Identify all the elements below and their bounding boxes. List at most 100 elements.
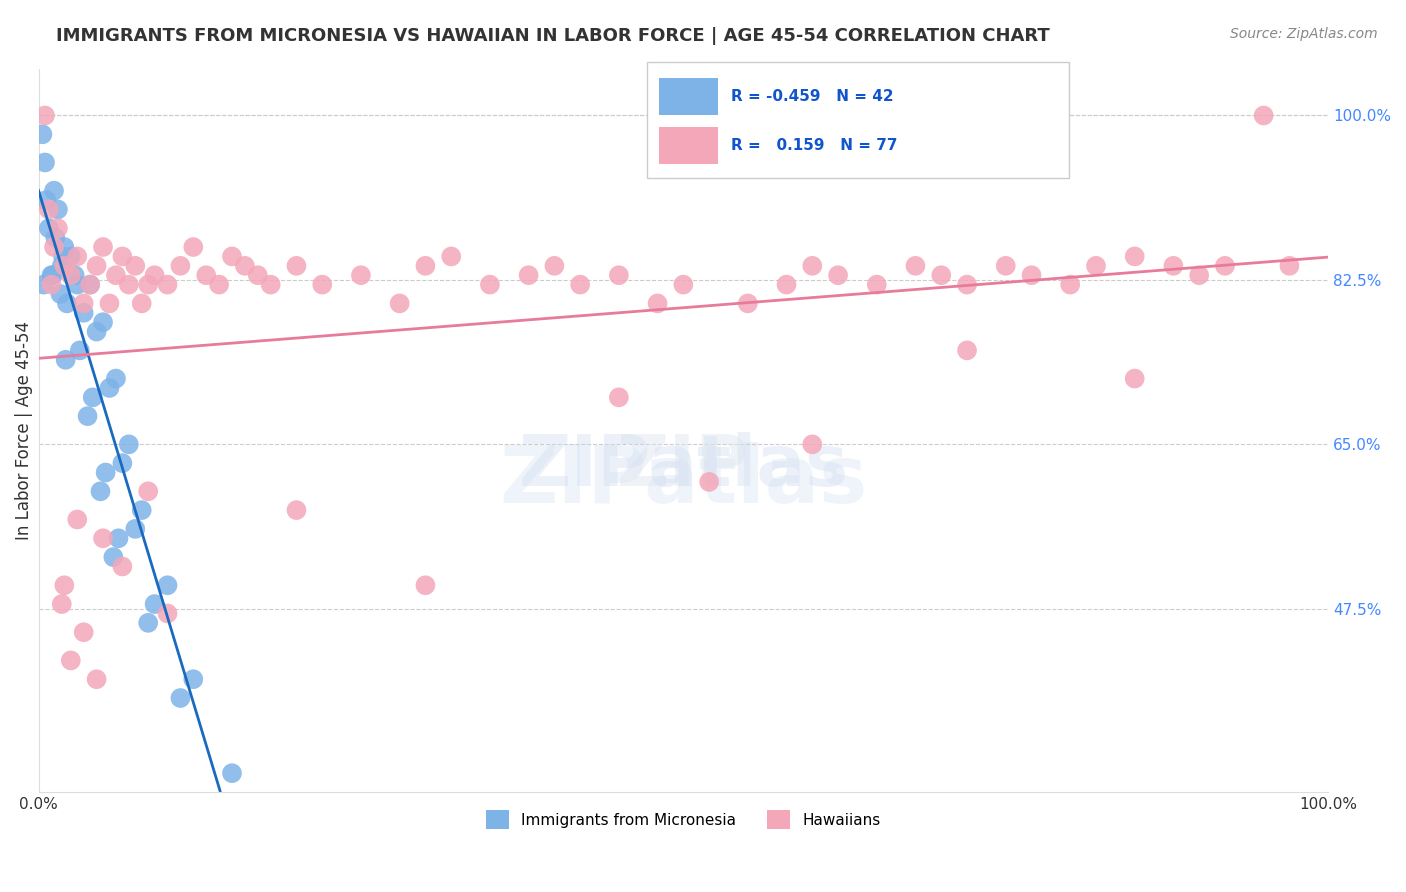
Point [737,296,759,310]
Point [41,268,63,283]
Point [131,296,153,310]
Point [801,437,824,451]
Text: IMMIGRANTS FROM MICRONESIA VS HAWAIIAN IN LABOR FORCE | AGE 45-54 CORRELATION CH: IMMIGRANTS FROM MICRONESIA VS HAWAIIAN I… [56,27,1050,45]
Text: R = -0.459   N = 42: R = -0.459 N = 42 [731,88,894,103]
Point [73,625,96,640]
Text: ZIP: ZIP [617,432,749,501]
Point [221,766,243,780]
Point [34,155,56,169]
Point [51,259,73,273]
Point [38,202,60,217]
Point [260,277,283,292]
Point [82,390,104,404]
Point [111,559,134,574]
Point [543,259,565,273]
Point [118,437,141,451]
Point [956,277,979,292]
Point [246,268,269,283]
Point [86,325,108,339]
Point [53,578,76,592]
Point [53,259,76,273]
Point [994,259,1017,273]
Point [156,578,179,592]
Point [1188,268,1211,283]
Point [59,653,82,667]
Point [929,268,952,283]
Point [136,484,159,499]
Point [41,277,63,292]
Point [143,268,166,283]
Point [42,268,65,283]
Point [221,249,243,263]
Point [956,343,979,358]
Point [94,466,117,480]
Point [156,607,179,621]
Point [63,268,86,283]
Point [181,240,204,254]
Point [311,277,333,292]
Point [49,287,72,301]
Point [124,259,146,273]
Point [208,277,231,292]
Point [517,268,540,283]
Point [34,108,56,122]
Point [51,597,73,611]
Point [136,277,159,292]
Point [1085,259,1108,273]
Point [285,259,308,273]
Point [53,240,76,254]
Point [415,259,437,273]
Point [98,381,121,395]
Point [195,268,218,283]
Point [169,259,191,273]
Point [569,277,592,292]
Point [46,202,69,217]
Point [31,128,53,142]
Point [73,296,96,310]
Point [66,249,89,263]
Point [56,296,79,310]
Point [111,249,134,263]
Point [104,371,127,385]
Point [38,221,60,235]
Point [478,277,501,292]
Point [42,184,65,198]
Point [118,277,141,292]
Point [66,512,89,526]
Text: ZIPatlas: ZIPatlas [519,432,848,501]
Point [91,315,114,329]
Point [1059,277,1081,292]
Point [136,615,159,630]
Point [98,296,121,310]
Point [89,484,111,499]
Point [388,296,411,310]
Text: R =   0.159   N = 77: R = 0.159 N = 77 [731,138,897,153]
Point [672,277,695,292]
Point [607,390,630,404]
Point [59,249,82,263]
Point [124,522,146,536]
Point [1163,259,1185,273]
Point [103,550,125,565]
Point [866,277,889,292]
Point [827,268,849,283]
Legend: Immigrants from Micronesia, Hawaiians: Immigrants from Micronesia, Hawaiians [481,804,887,835]
Point [35,193,58,207]
Point [131,503,153,517]
FancyBboxPatch shape [659,128,718,164]
Point [69,343,91,358]
Point [775,277,797,292]
Point [42,240,65,254]
Text: Source: ZipAtlas.com: Source: ZipAtlas.com [1230,27,1378,41]
Point [44,230,66,244]
Point [285,503,308,517]
Point [801,259,824,273]
Point [91,240,114,254]
Point [107,531,129,545]
Point [647,296,669,310]
Point [904,259,927,273]
Point [79,277,101,292]
Point [104,268,127,283]
Point [1021,268,1043,283]
Point [79,277,101,292]
